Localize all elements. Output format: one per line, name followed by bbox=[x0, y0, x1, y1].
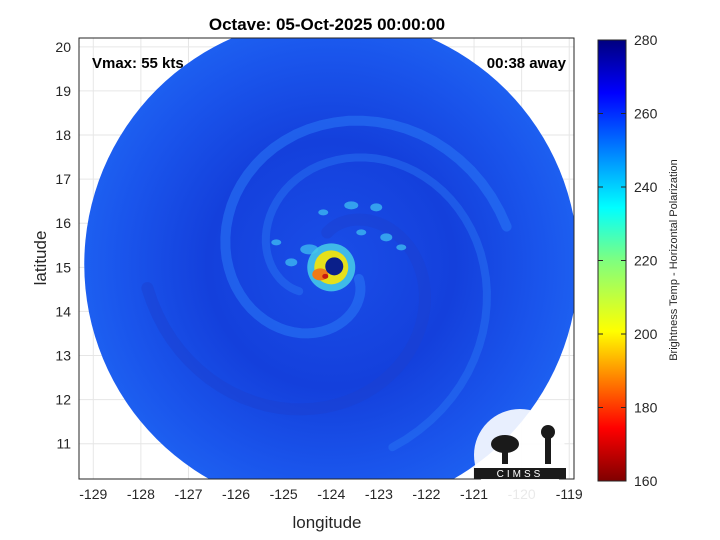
x-tick-label: -129 bbox=[79, 486, 107, 502]
x-tick-label: -122 bbox=[412, 486, 440, 502]
colorbar-tick-label: 240 bbox=[634, 179, 658, 195]
x-tick-label: -126 bbox=[222, 486, 250, 502]
x-tick-label: -127 bbox=[174, 486, 202, 502]
y-axis-label: latitude bbox=[31, 231, 50, 286]
vmax-annotation: Vmax: 55 kts bbox=[92, 55, 184, 72]
water-tower-leg bbox=[545, 432, 551, 464]
logo-text: CIMSS bbox=[497, 469, 544, 480]
y-tick-label: 18 bbox=[55, 127, 71, 143]
colorbar-tick-label: 280 bbox=[634, 32, 658, 48]
x-tick-label: -125 bbox=[270, 486, 298, 502]
colorbar-tick-label: 180 bbox=[634, 400, 658, 416]
y-tick-label: 14 bbox=[55, 303, 71, 319]
rain-bands bbox=[141, 115, 512, 452]
y-tick-label: 15 bbox=[55, 259, 71, 275]
convective-cell bbox=[271, 239, 282, 246]
axes-frame bbox=[78, 37, 575, 480]
colorbar-tick-label: 200 bbox=[634, 326, 658, 342]
rain-band bbox=[220, 115, 512, 339]
y-tick-label: 16 bbox=[55, 215, 71, 231]
x-tick-label: -124 bbox=[317, 486, 345, 502]
y-tick-label: 20 bbox=[55, 39, 71, 55]
time-away-annotation: 00:38 away bbox=[487, 55, 567, 72]
x-tick-labels: -129-128-127-126-125-124-123-122-121-120… bbox=[79, 486, 583, 502]
y-tick-labels: 11 12 13 14 15 16 17 18 19 20 bbox=[55, 39, 71, 452]
convective-cell bbox=[396, 244, 407, 251]
logo-disc bbox=[474, 409, 566, 501]
y-tick-label: 19 bbox=[55, 83, 71, 99]
y-tick-label: 11 bbox=[56, 436, 71, 452]
convective-cell bbox=[344, 201, 359, 210]
convective-cell bbox=[370, 203, 383, 212]
rain-band bbox=[261, 153, 491, 452]
storm-eye bbox=[325, 257, 344, 276]
convective-cell bbox=[318, 209, 329, 216]
x-tick-label: -128 bbox=[127, 486, 155, 502]
swath-layer bbox=[84, 38, 574, 479]
y-tick-label: 12 bbox=[55, 392, 71, 408]
y-tick-label: 13 bbox=[55, 348, 71, 364]
x-tick-label: -121 bbox=[460, 486, 488, 502]
cimss-logo: CIMSS bbox=[474, 409, 566, 501]
eyewall-core bbox=[322, 273, 329, 279]
convective-cell bbox=[356, 229, 367, 236]
y-tick-label: 17 bbox=[55, 171, 71, 187]
colorbar-ticks: 160 180 200 220 240 260 280 bbox=[598, 32, 658, 489]
radar-pedestal bbox=[502, 444, 508, 464]
colorbar-tick-label: 220 bbox=[634, 253, 658, 269]
eyewall bbox=[307, 243, 356, 292]
rain-band bbox=[141, 213, 432, 416]
x-axis-label: longitude bbox=[292, 513, 361, 532]
colorbar-label: Brightness Temp - Horizontal Polarizatio… bbox=[668, 159, 680, 361]
colorbar-tick-label: 160 bbox=[634, 473, 658, 489]
convective-cell bbox=[380, 233, 393, 242]
convective-cell bbox=[285, 258, 298, 267]
x-tick-label: -119 bbox=[556, 486, 583, 502]
colorbar-tick-label: 260 bbox=[634, 106, 658, 122]
logo-base-bar bbox=[474, 468, 566, 479]
chart-title: Octave: 05-Oct-2025 00:00:00 bbox=[209, 15, 445, 34]
x-tick-label: -123 bbox=[365, 486, 393, 502]
